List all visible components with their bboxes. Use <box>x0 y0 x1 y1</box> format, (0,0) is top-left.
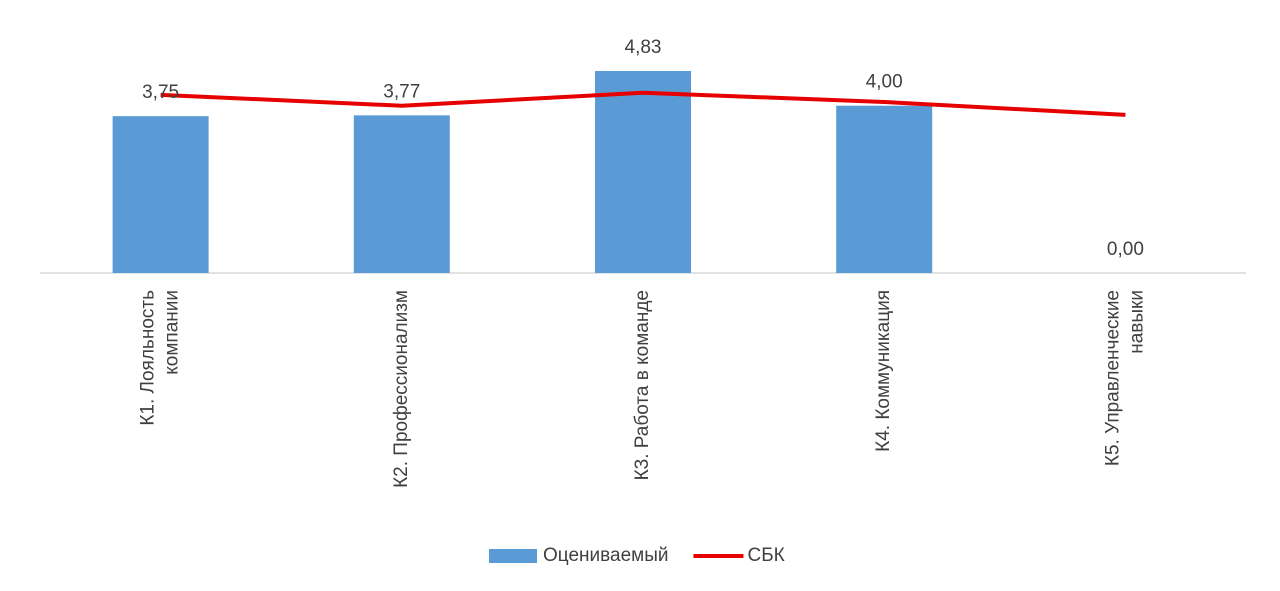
legend-label: СБК <box>747 545 784 566</box>
data-label: 4,83 <box>625 37 662 58</box>
bar <box>353 115 450 273</box>
data-label: 3,77 <box>383 81 420 102</box>
x-tick-label: К2. Профессионализм <box>391 290 412 488</box>
data-label: 4,00 <box>866 72 903 93</box>
label-line: К1. Лояльность <box>138 290 159 426</box>
label-line: компании <box>162 290 183 375</box>
bar <box>836 105 933 273</box>
x-tick-label: К1. Лояльность компании <box>138 290 183 426</box>
bar <box>595 71 691 273</box>
legend-swatch <box>489 549 537 563</box>
x-tick-label: К5. Управленческие навыки <box>1102 290 1147 466</box>
x-tick-label: К4. Коммуникация <box>873 290 894 452</box>
x-tick-label: К3. Работа в команде <box>632 290 653 480</box>
legend-label: Оцениваемый <box>543 545 668 566</box>
label-line: К5. Управленческие <box>1102 290 1123 466</box>
data-label: 0,00 <box>1107 239 1144 260</box>
line <box>160 90 1126 117</box>
label-line: навыки <box>1126 290 1147 354</box>
data-label: 3,75 <box>142 82 179 103</box>
bar <box>112 116 209 274</box>
